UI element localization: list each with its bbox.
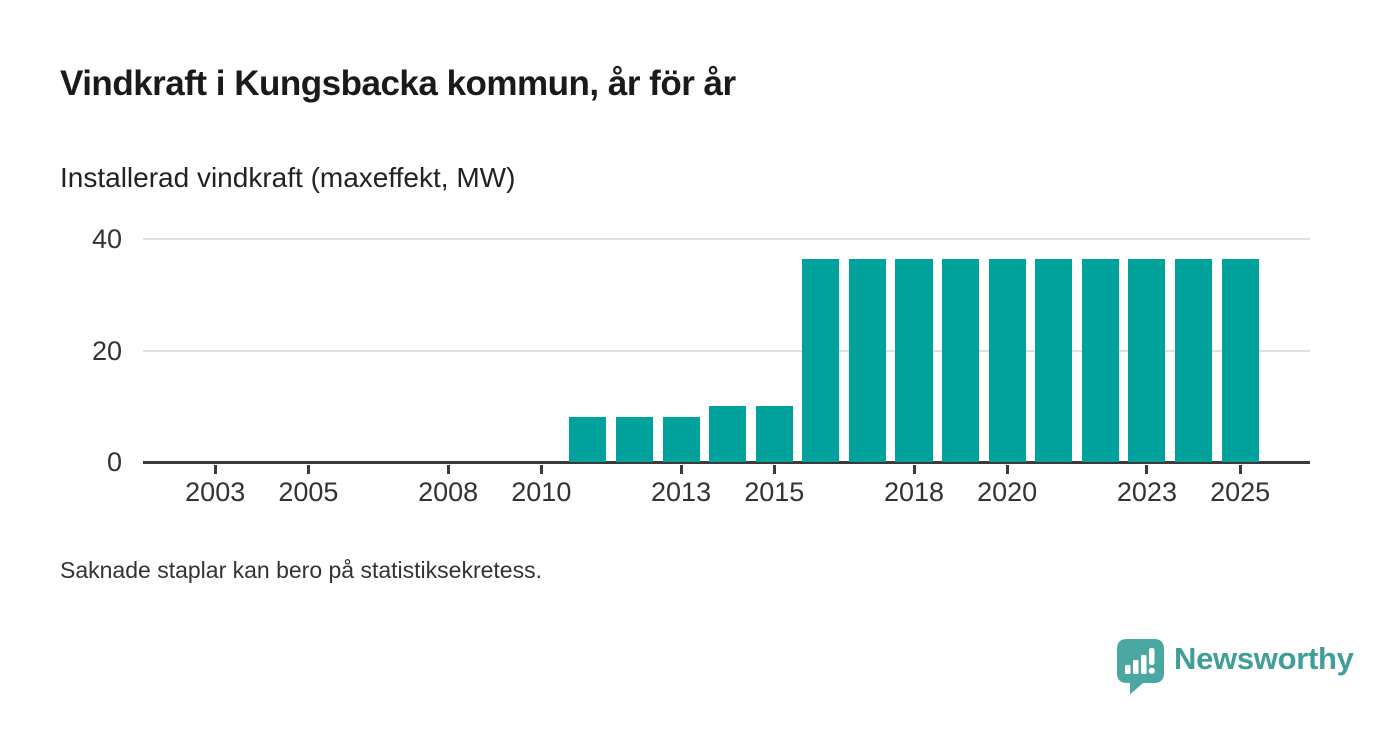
plot-area (143, 238, 1310, 464)
newsworthy-logo[interactable]: Newsworthy (1117, 639, 1354, 695)
newsworthy-logo-text: Newsworthy (1174, 641, 1354, 676)
x-axis-label-2015: 2015 (744, 477, 805, 507)
bar-2020 (988, 258, 1026, 462)
bar-2014 (709, 406, 747, 462)
x-tick-2003 (213, 465, 217, 474)
x-axis-label-2008: 2008 (418, 477, 479, 507)
x-axis-label-2025: 2025 (1210, 477, 1271, 507)
x-tick-2005 (306, 465, 310, 474)
x-tick-2008 (446, 465, 450, 474)
bar-2021 (1035, 258, 1073, 462)
chart-title: Vindkraft i Kungsbacka kommun, år för år (60, 64, 736, 103)
bar-2013 (662, 417, 700, 462)
x-axis-label-2010: 2010 (511, 477, 572, 507)
newsworthy-logo-icon (1117, 639, 1164, 695)
x-tick-2020 (1005, 465, 1009, 474)
bar-2019 (942, 258, 980, 462)
bar-2018 (895, 258, 933, 462)
x-tick-2023 (1145, 465, 1149, 474)
x-axis-label-2003: 2003 (185, 477, 246, 507)
y-axis-label-20: 20 (91, 335, 122, 366)
y-axis-label-40: 40 (91, 224, 122, 254)
x-axis-line (143, 461, 1310, 464)
bar-2012 (615, 417, 653, 462)
x-axis: 2003 2005 2008 2010 2013 2015 2018 2020 2023 2025 (143, 462, 1310, 517)
bar-2017 (848, 258, 886, 462)
x-axis-label-2023: 2023 (1116, 477, 1177, 507)
x-tick-2018 (912, 465, 916, 474)
bar-2023 (1128, 258, 1166, 462)
bar-2024 (1175, 258, 1213, 462)
chart-subtitle: Installerad vindkraft (maxeffekt, MW) (60, 162, 516, 193)
bar-2025 (1221, 258, 1259, 462)
gridline-40 (143, 238, 1310, 240)
x-axis-label-2020: 2020 (977, 477, 1038, 507)
x-tick-2015 (772, 465, 776, 474)
x-tick-2025 (1238, 465, 1242, 474)
x-tick-2013 (679, 465, 683, 474)
y-axis-label-0: 0 (106, 447, 122, 477)
bar-2011 (569, 417, 607, 462)
gridline-20 (143, 349, 1310, 352)
y-axis: 0 20 40 (50, 225, 122, 476)
bar-2022 (1081, 258, 1119, 462)
bar-2015 (755, 406, 793, 462)
footnote: Saknade staplar kan bero på statistiksek… (60, 557, 542, 583)
x-axis-label-2013: 2013 (651, 477, 712, 507)
x-axis-label-2005: 2005 (278, 477, 339, 507)
bar-2016 (802, 258, 840, 462)
x-tick-2010 (539, 465, 543, 474)
x-axis-label-2018: 2018 (883, 477, 945, 507)
